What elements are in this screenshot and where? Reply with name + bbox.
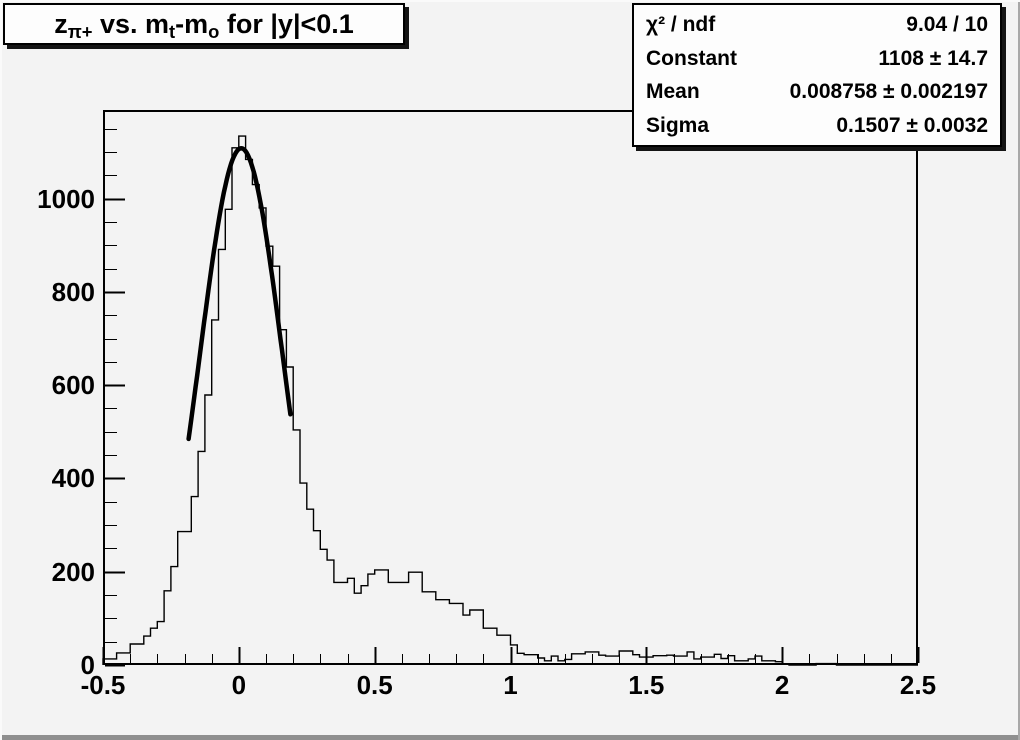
x-tick-label: 2.5 [899, 670, 937, 700]
x-tick-label: 1 [503, 670, 518, 700]
title-subscript: π+ [67, 21, 93, 42]
title-text: -m [175, 8, 209, 39]
y-tick-label: 200 [51, 556, 95, 587]
stats-value: 0.1507 ± 0.0032 [836, 113, 988, 137]
stats-label: χ² / ndf [646, 13, 716, 37]
stats-value: 9.04 / 10 [906, 13, 988, 37]
title-subscript: t [169, 21, 176, 42]
y-tick-label: 1000 [37, 183, 95, 214]
stats-row: χ² / ndf 9.04 / 10 [634, 8, 1000, 41]
title-box: zπ+ vs. mt-mo for |y|<0.1 [3, 3, 405, 45]
x-tick-label: 0.5 [356, 670, 393, 700]
stats-label: Constant [646, 46, 737, 70]
stats-row: Sigma 0.1507 ± 0.0032 [634, 109, 1000, 142]
y-tick-label: 0 [80, 650, 95, 680]
histogram-path [102, 135, 918, 666]
stats-row: Constant 1108 ± 14.7 [634, 42, 1000, 75]
plot-title: zπ+ vs. mt-mo for |y|<0.1 [54, 8, 354, 43]
title-subscript: o [208, 21, 220, 42]
title-text: vs. m [92, 8, 170, 39]
y-tick-label: 400 [51, 463, 95, 494]
fit-curve-path [186, 146, 293, 442]
title-text: z [54, 8, 68, 39]
title-text: for |y|<0.1 [219, 8, 354, 39]
frame-border [103, 110, 918, 665]
x-tick-label: 1.5 [628, 670, 665, 700]
stats-value: 0.008758 ± 0.002197 [789, 80, 988, 104]
stats-value: 1108 ± 14.7 [878, 46, 988, 70]
stats-label: Sigma [646, 113, 710, 137]
stats-label: Mean [646, 80, 700, 104]
y-tick-label: 600 [51, 370, 95, 401]
x-tick-label: -0.5 [80, 670, 126, 700]
y-tick-label: 800 [51, 276, 95, 307]
stats-box: χ² / ndf 9.04 / 10 Constant 1108 ± 14.7 … [632, 3, 1002, 147]
x-tick-label: 0 [231, 670, 247, 700]
x-tick-label: 2 [774, 670, 790, 700]
stats-row: Mean 0.008758 ± 0.002197 [634, 75, 1000, 108]
